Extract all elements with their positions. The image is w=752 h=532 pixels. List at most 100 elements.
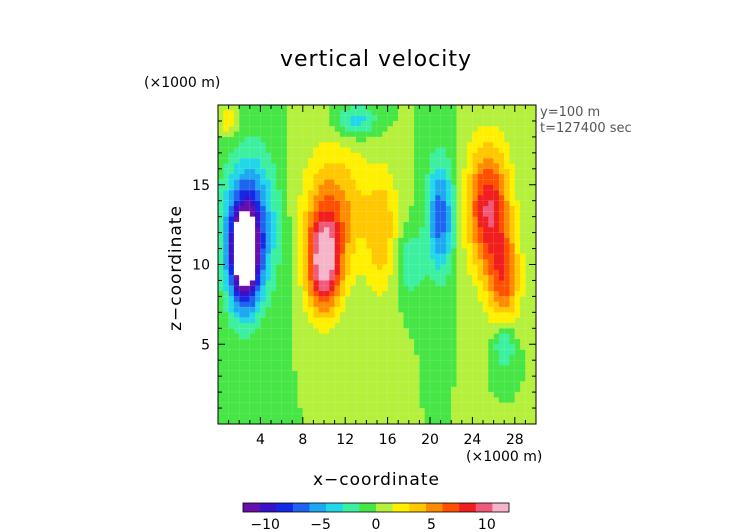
- field-cell: [525, 120, 532, 127]
- field-cell: [366, 174, 373, 181]
- field-cell: [398, 376, 405, 383]
- field-cell: [456, 344, 463, 351]
- field-cell: [313, 147, 320, 154]
- field-cell: [530, 392, 536, 399]
- field-cell: [514, 158, 521, 165]
- field-cell: [419, 322, 426, 329]
- field-cell: [435, 243, 442, 250]
- field-cell: [334, 301, 341, 308]
- field-cell: [260, 216, 267, 223]
- field-cell: [271, 312, 277, 319]
- field-cell: [265, 110, 272, 117]
- field-cell: [477, 190, 484, 196]
- field-cell: [318, 333, 325, 340]
- field-cell: [313, 312, 320, 319]
- field-cell: [440, 376, 447, 383]
- field-cell: [419, 307, 426, 313]
- field-cell: [281, 301, 288, 308]
- field-cell: [430, 296, 436, 303]
- field-cell: [297, 381, 304, 388]
- field-cell: [435, 322, 442, 329]
- field-cell: [504, 248, 511, 255]
- field-cell: [366, 354, 373, 361]
- field-cell: [520, 370, 526, 377]
- field-cell: [509, 370, 516, 377]
- field-cell: [414, 285, 420, 292]
- field-cell: [371, 291, 378, 297]
- field-cell: [233, 105, 240, 111]
- field-cell: [509, 354, 516, 361]
- field-cell: [260, 206, 267, 212]
- field-cell: [302, 120, 309, 127]
- field-cell: [355, 174, 362, 181]
- field-cell: [297, 190, 304, 196]
- field-cell: [308, 322, 314, 329]
- field-cell: [493, 296, 500, 303]
- field-cell: [530, 232, 536, 239]
- field-cell: [488, 312, 495, 319]
- field-cell: [302, 317, 309, 324]
- field-cell: [445, 152, 452, 159]
- field-cell: [286, 291, 293, 297]
- field-cell: [276, 333, 283, 340]
- field-cell: [286, 307, 293, 313]
- field-cell: [509, 120, 516, 127]
- field-cell: [276, 120, 283, 127]
- field-cell: [530, 307, 536, 313]
- field-cell: [292, 360, 299, 367]
- field-cell: [350, 163, 357, 170]
- field-cell: [255, 184, 261, 191]
- field-cell: [398, 216, 405, 223]
- field-cell: [451, 376, 458, 383]
- field-cell: [361, 168, 367, 175]
- field-cell: [255, 301, 261, 308]
- field-cell: [451, 349, 458, 356]
- field-cell: [228, 264, 235, 271]
- field-cell: [371, 142, 378, 149]
- field-cell: [265, 386, 272, 393]
- field-cell: [504, 333, 511, 340]
- field-cell: [514, 275, 521, 282]
- field-cell: [530, 275, 536, 282]
- field-cell: [218, 110, 224, 117]
- field-cell: [488, 206, 495, 212]
- field-cell: [286, 280, 293, 287]
- field-cell: [318, 280, 325, 287]
- field-cell: [260, 174, 267, 181]
- field-cell: [239, 344, 246, 351]
- field-cell: [377, 349, 383, 356]
- field-cell: [244, 131, 251, 138]
- field-cell: [514, 269, 521, 276]
- field-cell: [218, 338, 224, 345]
- field-cell: [456, 195, 463, 202]
- field-cell: [403, 115, 410, 122]
- field-cell: [456, 163, 463, 170]
- field-cell: [239, 174, 246, 181]
- field-cell: [339, 386, 346, 393]
- field-cell: [244, 376, 251, 383]
- field-cell: [398, 275, 405, 282]
- field-cell: [244, 360, 251, 367]
- field-cell: [339, 312, 346, 319]
- field-cell: [483, 152, 489, 159]
- field-cell: [366, 296, 373, 303]
- field-cell: [435, 115, 442, 122]
- field-cell: [218, 211, 224, 218]
- field-cell: [286, 370, 293, 377]
- field-cell: [350, 296, 357, 303]
- field-cell: [424, 253, 431, 260]
- field-cell: [472, 312, 479, 319]
- field-cell: [371, 392, 378, 399]
- field-cell: [297, 152, 304, 159]
- field-cell: [467, 280, 473, 287]
- field-cell: [334, 275, 341, 282]
- field-cell: [324, 174, 330, 181]
- field-cell: [366, 370, 373, 377]
- field-cell: [382, 280, 389, 287]
- field-cell: [520, 168, 526, 175]
- field-cell: [334, 317, 341, 324]
- field-cell: [308, 253, 314, 260]
- field-cell: [218, 152, 224, 159]
- field-cell: [302, 280, 309, 287]
- field-cell: [345, 408, 352, 414]
